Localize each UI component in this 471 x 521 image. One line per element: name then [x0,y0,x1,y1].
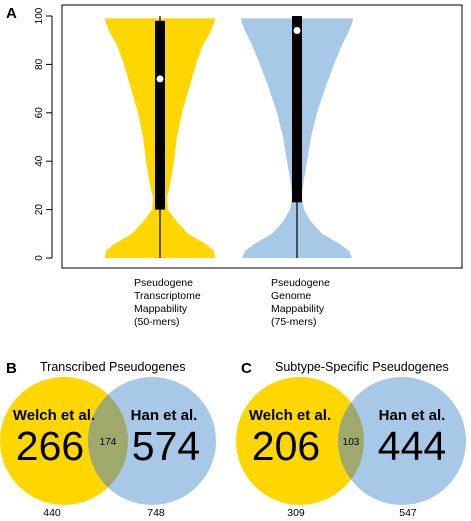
venn-c-circle-han [338,377,466,505]
venn-c-circle-welch [236,377,364,505]
category-label-line: Mappability [134,303,188,315]
category-label-2: Pseudogene Genome Mappability (75-mers) [271,277,330,328]
y-tick-label: 40 [34,155,45,167]
venn-c-title: Subtype-Specific Pseudogenes [275,360,449,374]
venn-b-circle-han [88,377,216,505]
venn-c-set-welch-total: 309 [287,507,305,519]
category-label-line: Pseudogene [271,277,330,289]
violin-median-1 [156,75,164,83]
venn-b-set-welch-total: 440 [43,507,61,519]
venn-c-set-han-only: 444 [378,423,446,469]
venn-b-title: Transcribed Pseudogenes [40,360,185,374]
violins [105,16,353,259]
venn-c-intersection: 103 [343,437,360,448]
venn-b-set-han-name: Han et al. [131,407,198,424]
category-label-line: Pseudogene [134,277,193,289]
category-label-line: (50-mers) [134,316,180,328]
panel-label-b: B [6,360,17,377]
venn-c-set-han-total: 547 [399,507,417,519]
category-label-1: Pseudogene Transcriptome Mappability (50-me… [134,277,201,328]
y-tick-label: 20 [34,204,45,216]
category-label-line: Mappability [271,303,325,315]
category-label-line: Transcriptome [134,290,201,302]
venn-b-set-welch-name: Welch et al. [13,407,95,424]
violin-iqr-box-2 [292,16,302,203]
panel-label-a: A [6,5,17,22]
venn-b-set-welch-only: 266 [16,423,84,469]
category-label-line: (75-mers) [271,316,317,328]
venn-c-set-han-name: Han et al. [379,407,446,424]
venn-b-set-han-only: 574 [132,423,200,469]
venn-c-set-welch-name: Welch et al. [249,407,331,424]
violin-iqr-box-1 [155,20,165,210]
venn-subtype: C Subtype-Specific Pseudogenes Welch et … [236,360,466,519]
category-labels: Pseudogene Transcriptome Mappability (50-me… [134,277,330,328]
venn-b-intersection: 174 [100,437,117,448]
y-tick-label: 60 [34,107,45,119]
venn-b-circle-welch [0,377,128,505]
violin-median-2 [293,27,301,35]
y-axis: 0 20 40 60 80 100 [34,7,53,261]
y-tick-label: 100 [34,7,45,24]
plot-frame [61,4,463,269]
venn-b-set-han-total: 748 [147,507,165,519]
category-label-line: Genome [271,290,311,302]
panel-label-c: C [241,360,252,377]
venn-c-set-welch-only: 206 [252,423,320,469]
y-tick-label: 80 [34,58,45,70]
venn-transcribed: B Transcribed Pseudogenes Welch et al. 2… [0,360,216,519]
y-tick-label: 0 [34,255,45,261]
